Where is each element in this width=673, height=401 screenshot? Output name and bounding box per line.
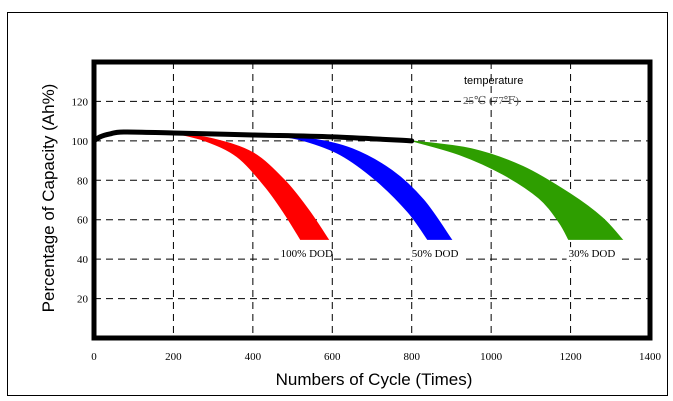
x-tick-label: 600: [324, 351, 341, 363]
series-label-30-dod: 30% DOD: [569, 248, 616, 260]
series-label-50-dod: 50% DOD: [412, 248, 459, 260]
series-label-100-dod: 100% DOD: [281, 248, 333, 260]
x-tick-label: 400: [245, 351, 262, 363]
series-label-bg-30-dod: [566, 247, 619, 261]
dod-band-30-dod: [411, 140, 624, 240]
annotation-temperature-label: temperature: [464, 75, 523, 87]
x-tick-label: 1400: [639, 351, 662, 363]
plot-border: [91, 59, 653, 341]
plot-area: 100% DOD 50% DOD 30% DOD: [91, 59, 653, 341]
main-capacity-curve: [91, 129, 415, 144]
y-axis-label: Percentage of Capacity (Ah%): [39, 84, 58, 313]
series-labels: 100% DOD 50% DOD 30% DOD: [278, 247, 619, 261]
y-tick-labels: 20 40 60 80 100 120: [72, 96, 89, 305]
annotation-temperature-value: 25℃ (77℉): [463, 95, 519, 107]
y-tick-label: 60: [77, 215, 89, 227]
y-tick-label: 20: [77, 294, 89, 306]
series-label-bg-100-dod: [278, 247, 331, 261]
x-tick-label: 1200: [560, 351, 583, 363]
x-tick-label: 0: [91, 351, 97, 363]
x-tick-labels: 0 200 400 600 800 1000 1200 1400: [91, 351, 661, 363]
dod-band-50-dod: [272, 134, 453, 240]
y-tick-label: 80: [77, 175, 89, 187]
x-axis-label: Numbers of Cycle (Times): [276, 370, 473, 389]
dod-band-100-dod: [173, 132, 330, 240]
main-capacity-curve-group: [91, 129, 415, 144]
y-tick-label: 100: [72, 136, 89, 148]
y-tick-label: 120: [72, 96, 89, 108]
x-tick-label: 1000: [480, 351, 503, 363]
y-tick-label: 40: [77, 254, 89, 266]
x-tick-label: 800: [403, 351, 420, 363]
x-tick-label: 200: [165, 351, 182, 363]
dod-series-group: [173, 132, 624, 240]
series-label-bg-50-dod: [409, 247, 462, 261]
